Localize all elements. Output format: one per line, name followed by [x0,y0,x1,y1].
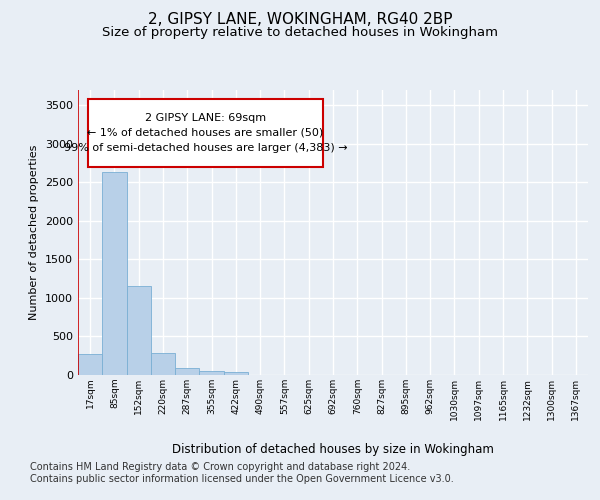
FancyBboxPatch shape [88,98,323,167]
Text: Size of property relative to detached houses in Wokingham: Size of property relative to detached ho… [102,26,498,39]
Bar [151,353,175,375]
Bar [127,286,151,375]
Bar [175,368,199,375]
Text: 2 GIPSY LANE: 69sqm
← 1% of detached houses are smaller (50)
99% of semi-detache: 2 GIPSY LANE: 69sqm ← 1% of detached hou… [64,113,347,152]
Bar [199,371,224,375]
Text: Contains HM Land Registry data © Crown copyright and database right 2024.
Contai: Contains HM Land Registry data © Crown c… [30,462,454,484]
Bar [78,354,102,375]
Text: Distribution of detached houses by size in Wokingham: Distribution of detached houses by size … [172,442,494,456]
Text: 2, GIPSY LANE, WOKINGHAM, RG40 2BP: 2, GIPSY LANE, WOKINGHAM, RG40 2BP [148,12,452,28]
Y-axis label: Number of detached properties: Number of detached properties [29,145,40,320]
Bar [102,172,127,375]
Bar [224,372,248,375]
